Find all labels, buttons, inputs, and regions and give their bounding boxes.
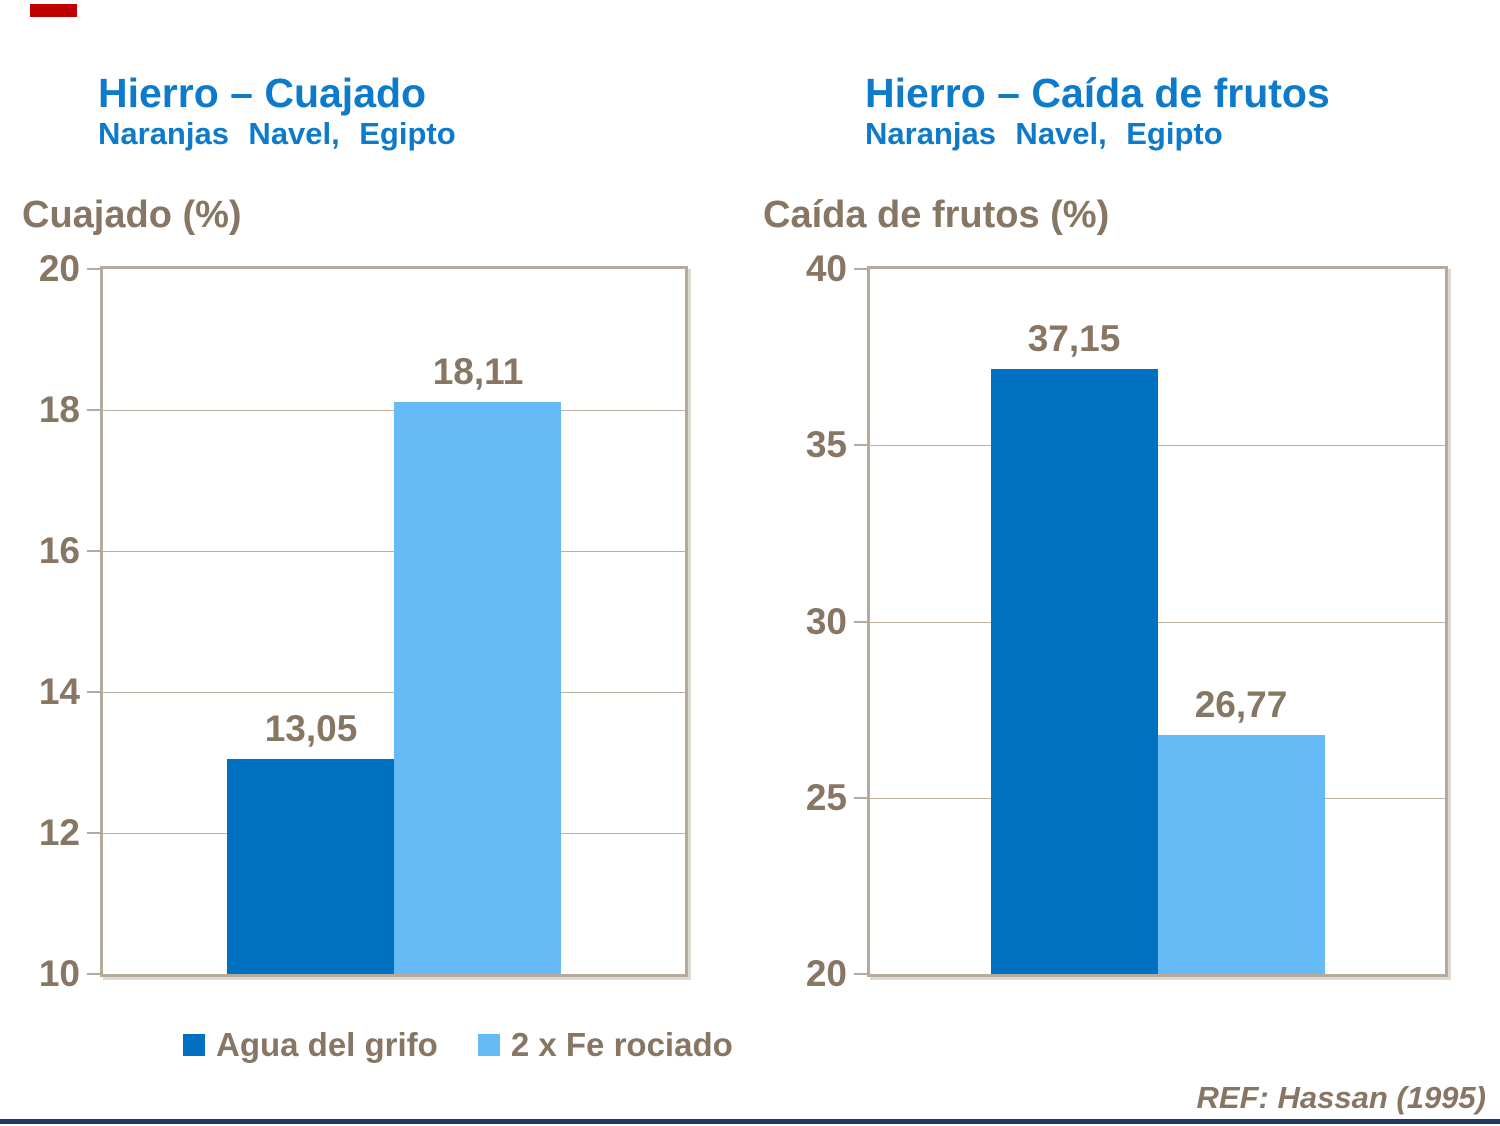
chart1-tickmark-14 — [87, 691, 100, 693]
chart2-plot-area — [867, 266, 1448, 977]
chart1-ytick-12: 12 — [38, 812, 80, 853]
legend-label: Agua del grifo — [216, 1026, 438, 1063]
chart1-tickmark-16 — [87, 550, 100, 552]
legend-item-2: 2 x Fe rociado — [477, 1026, 733, 1064]
chart1-tickmark-18 — [87, 409, 100, 411]
chart2-tickmark-30 — [854, 621, 867, 623]
chart2-ytick-25: 25 — [805, 777, 847, 818]
chart1-value-label-2: 18,11 — [432, 351, 524, 392]
chart1-tickmark-10 — [87, 973, 100, 975]
chart2-ytick-35: 35 — [805, 424, 847, 465]
chart1-y-axis-title: Cuajado (%) — [22, 194, 242, 236]
chart1-plot-area — [100, 266, 688, 977]
legend-swatch-icon — [183, 1034, 205, 1056]
bottom-accent-bar — [0, 1119, 1500, 1124]
legend-swatch-icon — [477, 1034, 500, 1056]
reference-note: REF: Hassan (1995) — [1196, 1080, 1486, 1115]
chart2-tickmark-35 — [854, 444, 867, 446]
chart1-ytick-20: 20 — [38, 248, 80, 289]
chart2-tickmark-40 — [854, 268, 867, 270]
chart1-subtitle: Naranjas Navel, Egipto — [98, 116, 456, 151]
chart1-tickmark-12 — [87, 832, 100, 834]
chart2-bar-agua-del-grifo — [991, 369, 1158, 974]
chart2-value-label-1: 37,15 — [1027, 318, 1121, 359]
chart1-ytick-10: 10 — [38, 953, 80, 994]
chart1-title: Hierro – Cuajado — [98, 70, 427, 116]
legend-label: 2 x Fe rociado — [510, 1026, 733, 1063]
chart2-subtitle: Naranjas Navel, Egipto — [865, 116, 1223, 151]
red-accent-mark — [30, 4, 77, 17]
chart1-tickmark-20 — [87, 268, 100, 270]
chart2-tickmark-25 — [854, 797, 867, 799]
chart1-value-label-1: 13,05 — [264, 708, 358, 749]
chart2-ytick-40: 40 — [805, 248, 847, 289]
chart1-ytick-14: 14 — [38, 671, 80, 712]
legend-item-1: Agua del grifo — [183, 1026, 438, 1064]
chart1-bar-2x-fe-rociado — [394, 402, 561, 974]
chart1-ytick-18: 18 — [38, 389, 80, 430]
chart2-ytick-30: 30 — [805, 601, 847, 642]
chart2-title: Hierro – Caída de frutos — [865, 70, 1330, 116]
chart2-value-label-2: 26,77 — [1194, 684, 1288, 725]
chart1-bar-agua-del-grifo — [227, 759, 394, 974]
chart2-ytick-20: 20 — [805, 953, 847, 994]
legend: Agua del grifo 2 x Fe rociado — [183, 1026, 733, 1064]
chart2-tickmark-20 — [854, 973, 867, 975]
chart2-y-axis-title: Caída de frutos (%) — [763, 194, 1110, 236]
chart1-ytick-16: 16 — [38, 530, 80, 571]
chart2-bar-2x-fe-rociado — [1158, 735, 1325, 974]
